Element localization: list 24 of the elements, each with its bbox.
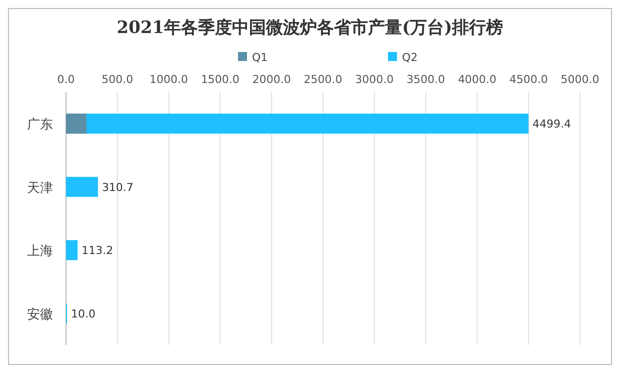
x-tick-label: 3000.0	[355, 73, 394, 86]
data-label: 310.7	[102, 180, 134, 194]
y-tick-label: 上海	[27, 244, 53, 260]
x-tick-label: 1500.0	[200, 73, 240, 86]
bar	[66, 176, 98, 197]
x-tick-label: 2500.0	[304, 73, 342, 86]
x-tick-label: 4500.0	[509, 73, 548, 86]
legend-label: Q2	[402, 51, 418, 64]
x-tick-label: 5000.0	[560, 73, 600, 86]
x-tick-label: 3500.0	[406, 73, 446, 86]
y-tick-label: 安徽	[27, 306, 53, 322]
data-label: 113.2	[82, 244, 114, 258]
x-tick-label: 4000.0	[458, 73, 496, 86]
bar	[66, 240, 78, 260]
data-label: 4499.4	[532, 118, 572, 131]
chart-title: 2021年各季度中国微波炉各省市产量(万台)排行榜	[116, 18, 504, 38]
x-tick-label: 0.0	[57, 73, 75, 86]
legend-label: Q1	[252, 51, 268, 64]
x-tick-label: 1000.0	[150, 73, 188, 86]
y-tick-label: 天津	[27, 180, 53, 196]
data-label: 10.0	[71, 307, 96, 320]
y-tick-label: 广东	[27, 118, 53, 133]
x-tick-label: 2000.0	[252, 73, 291, 86]
x-tick-label: 500.0	[102, 73, 134, 86]
